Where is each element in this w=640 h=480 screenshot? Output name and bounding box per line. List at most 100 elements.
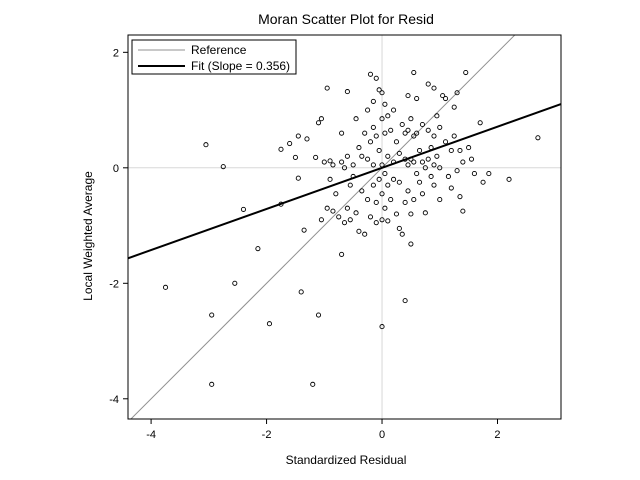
data-point — [382, 171, 388, 177]
y-tick-label: -4 — [109, 394, 119, 406]
data-point — [440, 93, 446, 99]
data-point — [376, 176, 382, 182]
data-point — [373, 220, 379, 226]
data-point — [405, 93, 411, 99]
data-point — [388, 127, 394, 133]
data-point — [405, 188, 411, 194]
data-point — [341, 220, 348, 226]
x-tick-label: -4 — [146, 429, 156, 441]
x-tick-label: 0 — [379, 429, 385, 441]
data-point — [301, 227, 307, 233]
data-point — [437, 165, 443, 171]
data-point — [419, 191, 425, 197]
data-point — [318, 217, 324, 223]
data-point — [327, 158, 333, 164]
data-point — [379, 116, 385, 122]
data-point — [295, 175, 301, 181]
data-point — [408, 211, 414, 217]
y-tick-label: 2 — [113, 47, 119, 59]
legend-box — [131, 39, 297, 75]
data-point — [379, 191, 385, 197]
data-point — [376, 147, 382, 154]
data-point — [344, 205, 350, 211]
chart-title: Moran Scatter Plot for Resid — [258, 11, 434, 27]
data-point — [313, 154, 319, 160]
data-point — [417, 179, 423, 185]
data-point — [373, 133, 379, 139]
data-point — [292, 154, 298, 160]
data-point — [408, 116, 414, 122]
data-point — [370, 98, 376, 104]
data-point — [460, 159, 466, 165]
data-point — [295, 133, 301, 139]
data-point — [379, 90, 385, 96]
data-point — [203, 142, 209, 148]
data-point — [422, 210, 428, 216]
data-point — [373, 199, 379, 206]
data-point — [318, 116, 324, 122]
data-point — [327, 176, 333, 182]
data-point — [315, 120, 322, 126]
data-point — [448, 147, 454, 154]
data-point — [486, 171, 492, 177]
data-point — [396, 179, 402, 185]
data-point — [382, 205, 388, 211]
data-point — [362, 231, 368, 237]
data-point — [437, 124, 443, 130]
data-point — [330, 208, 336, 214]
data-point — [385, 218, 391, 224]
data-point — [232, 280, 238, 286]
data-point — [367, 71, 374, 77]
fit-line — [128, 103, 561, 260]
data-point — [266, 321, 272, 327]
data-point — [402, 130, 408, 136]
data-point — [379, 217, 385, 223]
data-point — [454, 90, 460, 96]
data-point — [336, 214, 342, 220]
data-point — [341, 165, 348, 171]
data-point — [399, 231, 405, 237]
data-point — [393, 139, 400, 145]
data-point — [448, 185, 454, 191]
data-point — [339, 130, 345, 136]
data-point — [255, 246, 261, 252]
data-point — [344, 89, 350, 95]
data-point — [220, 164, 226, 170]
data-point — [393, 211, 400, 217]
data-point — [278, 146, 284, 152]
data-point — [468, 156, 475, 162]
data-point — [367, 139, 374, 145]
data-point — [209, 381, 215, 387]
data-point — [370, 162, 376, 168]
data-point — [385, 113, 391, 119]
data-point — [315, 312, 322, 318]
data-point — [324, 205, 330, 211]
data-point — [425, 81, 431, 87]
data-point — [330, 162, 336, 168]
data-point — [399, 121, 405, 128]
data-point — [373, 75, 379, 81]
data-point — [460, 208, 466, 214]
data-point — [350, 173, 356, 180]
data-point — [396, 225, 402, 231]
data-point — [431, 85, 437, 91]
data-point — [324, 85, 330, 91]
data-point — [506, 176, 512, 182]
data-point — [463, 69, 469, 76]
data-point — [356, 145, 362, 151]
data-point — [310, 381, 316, 387]
data-point — [417, 147, 423, 154]
data-point — [321, 159, 327, 165]
data-point — [162, 284, 169, 290]
data-point — [471, 171, 477, 177]
data-point — [370, 124, 376, 130]
data-point — [396, 150, 402, 156]
data-point — [411, 69, 417, 76]
data-point — [376, 87, 382, 93]
data-point — [419, 159, 425, 165]
data-point — [408, 156, 414, 162]
data-point — [422, 165, 428, 171]
legend-reference-label: Reference — [191, 43, 247, 57]
data-point — [451, 104, 457, 110]
